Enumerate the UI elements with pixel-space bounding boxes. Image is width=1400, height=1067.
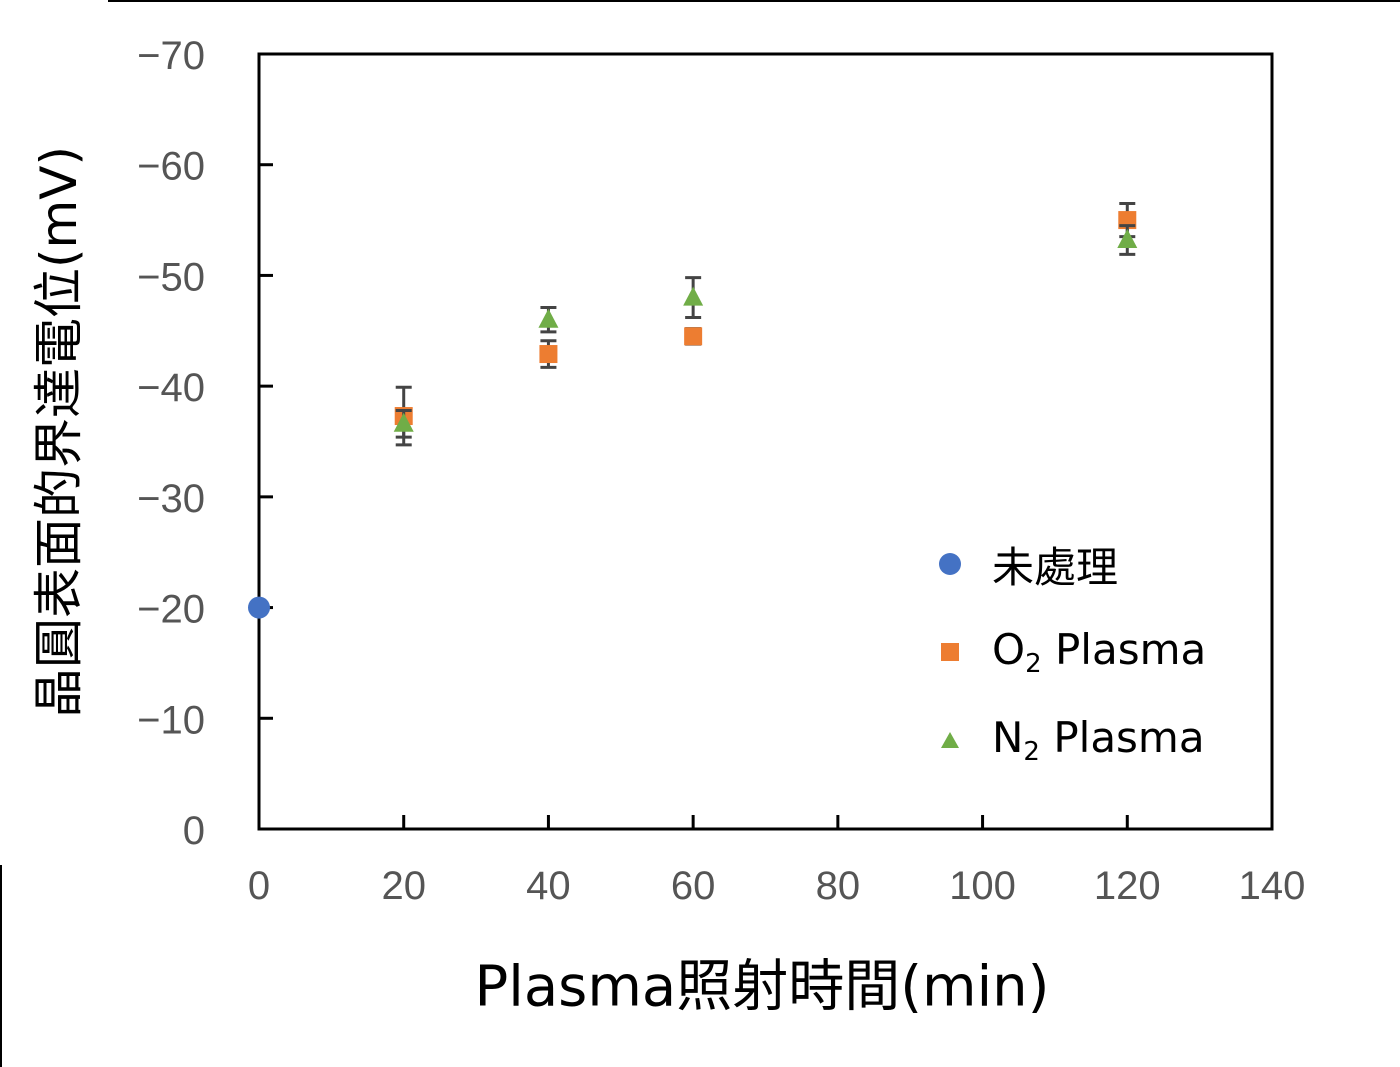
plot-axes: [257, 52, 1274, 831]
x-tick-label: 140: [1239, 864, 1306, 908]
legend-item-n2-plasma: N2 Plasma: [930, 713, 1206, 767]
x-tick-label: 120: [1094, 864, 1161, 908]
y-tick-label: −40: [137, 366, 205, 410]
triangle-marker-icon: [941, 732, 959, 748]
x-axis-label: Plasma照射時間(min): [474, 954, 1050, 1020]
x-tick-label: 40: [526, 864, 571, 908]
top-border-line: [108, 0, 1400, 2]
circle-marker-icon: [939, 553, 961, 575]
triangle-marker-icon: [538, 308, 559, 328]
x-tick-label: 60: [671, 864, 716, 908]
x-tick-label: 100: [949, 864, 1016, 908]
y-axis-label: 晶圓表面的界達電位(mV): [30, 146, 88, 718]
data-points: [248, 201, 1138, 619]
x-tick-label: 80: [816, 864, 861, 908]
y-tick-label: 0: [183, 809, 205, 853]
axis-ticks: 0 20 40 60 80 100 120 140 0 −10 −20 −30 −40 −50 −60 −70: [137, 34, 1305, 908]
y-tick-label: −20: [137, 588, 205, 632]
circle-marker-icon: [248, 596, 270, 619]
legend: 未處理 O2 Plasma N2 Plasma: [930, 542, 1206, 767]
plot-frame: [257, 52, 1274, 831]
y-tick-label: −10: [137, 698, 205, 742]
triangle-marker-icon: [683, 286, 704, 306]
y-tick-label: −70: [137, 34, 205, 78]
x-tick-label: 20: [381, 864, 426, 908]
x-tick-label: 0: [248, 864, 270, 908]
legend-label: N2 Plasma: [992, 713, 1205, 767]
square-marker-icon: [684, 327, 703, 346]
y-tick-label: −30: [137, 477, 205, 521]
square-marker-icon: [941, 643, 959, 661]
y-tick-label: −50: [137, 255, 205, 299]
triangle-marker-icon: [1117, 229, 1138, 248]
legend-item-o2-plasma: O2 Plasma: [930, 625, 1206, 679]
legend-label: O2 Plasma: [992, 625, 1207, 679]
triangle-marker-icon: [393, 412, 414, 432]
y-tick-label: −60: [137, 145, 205, 189]
legend-item-untreated: 未處理: [930, 542, 1206, 592]
square-marker-icon: [539, 345, 558, 364]
legend-label: 未處理: [992, 542, 1119, 592]
left-border-line: [0, 865, 2, 1067]
